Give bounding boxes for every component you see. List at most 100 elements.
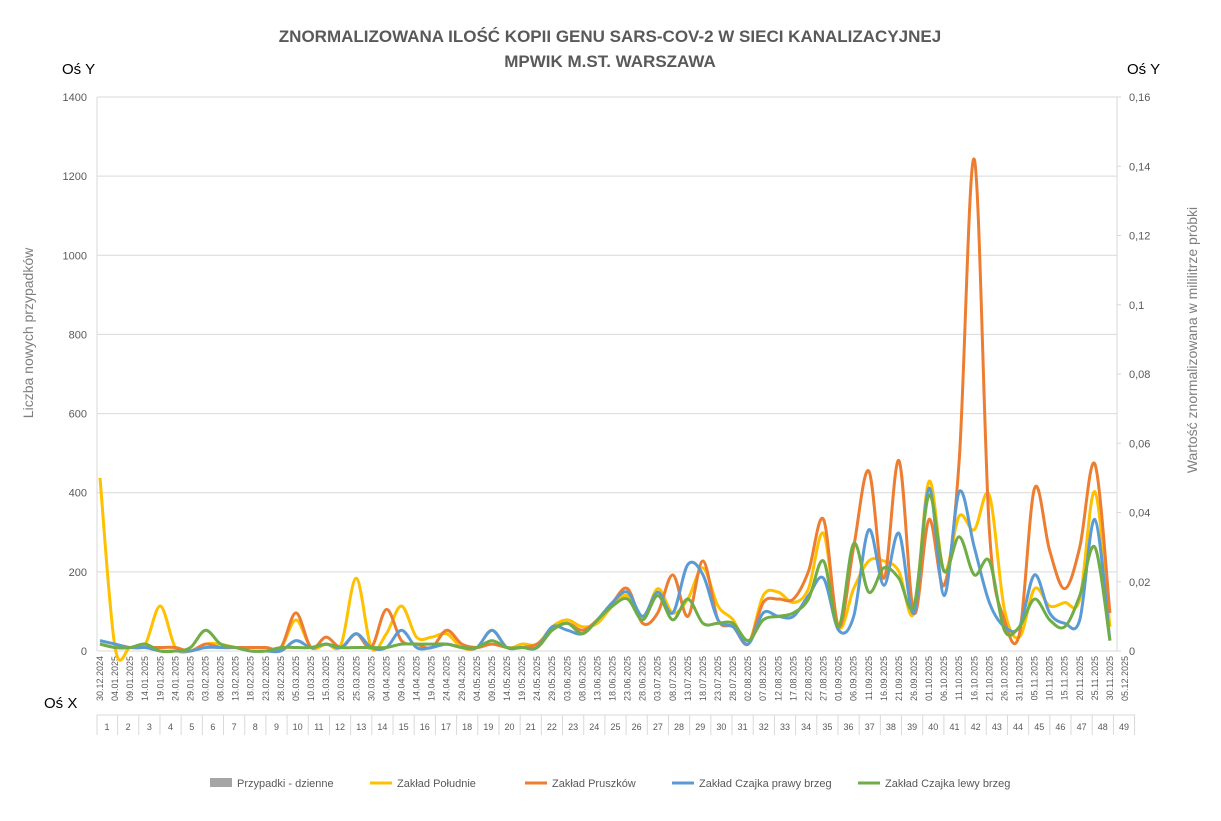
x-tick-label: 06.09.2025 <box>849 656 859 701</box>
x-tick-label: 09.05.2025 <box>487 656 497 701</box>
week-label: 37 <box>865 722 875 732</box>
x-tick-label: 03.06.2025 <box>562 656 572 701</box>
week-label: 33 <box>780 722 790 732</box>
x-tick-label: 01.10.2025 <box>924 656 934 701</box>
x-tick-label: 25.11.2025 <box>1090 656 1100 700</box>
week-label: 28 <box>674 722 684 732</box>
y2-tick-label: 0,02 <box>1129 577 1150 589</box>
x-tick-label: 05.03.2025 <box>291 656 301 701</box>
x-tick-label: 03.07.2025 <box>653 656 663 701</box>
x-tick-label: 29.04.2025 <box>457 656 467 701</box>
chart-subtitle: MPWIK M.ST. WARSZAWA <box>504 52 716 71</box>
week-label: 42 <box>971 722 981 732</box>
week-label: 5 <box>189 722 194 732</box>
x-tick-label: 26.09.2025 <box>909 656 919 701</box>
week-label: 1 <box>104 722 109 732</box>
x-tick-label: 18.06.2025 <box>608 656 618 701</box>
x-tick-label: 23.06.2025 <box>623 656 633 701</box>
x-tick-label: 06.10.2025 <box>939 656 949 701</box>
y-tick-label: 600 <box>69 409 87 421</box>
x-tick-label: 22.08.2025 <box>803 656 813 701</box>
x-tick-label: 23.02.2025 <box>261 656 271 701</box>
x-tick-label: 15.11.2025 <box>1060 656 1070 700</box>
x-tick-label: 28.07.2025 <box>728 656 738 701</box>
x-tick-label: 21.09.2025 <box>894 656 904 701</box>
x-tick-label: 04.05.2025 <box>472 656 482 701</box>
x-tick-label: 14.01.2025 <box>140 656 150 701</box>
x-tick-label: 21.10.2025 <box>984 656 994 701</box>
x-tick-label: 20.11.2025 <box>1075 656 1085 700</box>
x-tick-label: 04.01.2025 <box>110 656 120 701</box>
week-label: 2 <box>126 722 131 732</box>
x-tick-label: 16.09.2025 <box>879 656 889 701</box>
x-tick-label: 24.01.2025 <box>170 656 180 701</box>
x-tick-label: 19.05.2025 <box>517 656 527 701</box>
x-tick-label: 13.02.2025 <box>231 656 241 701</box>
y2-tick-label: 0 <box>1129 646 1135 658</box>
week-label: 45 <box>1034 722 1044 732</box>
series-line <box>99 493 1112 654</box>
y-axis-label: Liczba nowych przypadków <box>20 247 36 418</box>
week-label: 22 <box>547 722 557 732</box>
x-tick-label: 14.05.2025 <box>502 656 512 701</box>
x-tick-label: 25.03.2025 <box>351 656 361 701</box>
y2-tick-label: 0,04 <box>1129 508 1150 520</box>
week-label: 19 <box>483 722 493 732</box>
chart-title: ZNORMALIZOWANA ILOŚĆ KOPII GENU SARS-COV… <box>279 27 941 46</box>
legend-label: Zakład Czajka lewy brzeg <box>885 778 1010 790</box>
y-tick-label: 1200 <box>63 171 87 183</box>
x-tick-label: 28.02.2025 <box>276 656 286 701</box>
x-tick-label: 10.11.2025 <box>1045 656 1055 700</box>
x-axis-name: Oś X <box>44 695 77 712</box>
week-label: 14 <box>377 722 387 732</box>
y-tick-label: 400 <box>69 488 87 500</box>
week-label: 36 <box>844 722 854 732</box>
series-line <box>99 486 1112 654</box>
week-label: 13 <box>356 722 366 732</box>
y-axis-name: Oś Y <box>62 61 95 78</box>
x-tick-label: 11.09.2025 <box>864 656 874 700</box>
week-label: 20 <box>505 722 515 732</box>
x-tick-label: 09.04.2025 <box>396 656 406 701</box>
y-tick-label: 1400 <box>63 92 87 104</box>
week-label: 12 <box>335 722 345 732</box>
x-tick-label: 28.06.2025 <box>638 656 648 701</box>
x-tick-label: 16.10.2025 <box>969 656 979 701</box>
legend-label: Przypadki - dzienne <box>237 778 334 790</box>
week-label: 6 <box>210 722 215 732</box>
week-label: 32 <box>759 722 769 732</box>
y-tick-label: 1000 <box>63 250 87 262</box>
x-tick-label: 04.04.2025 <box>381 656 391 701</box>
x-tick-label: 01.09.2025 <box>834 656 844 701</box>
x-tick-label: 30.11.2025 <box>1105 656 1115 700</box>
x-tick-label: 10.03.2025 <box>306 656 316 701</box>
x-tick-label: 30.03.2025 <box>366 656 376 701</box>
x-tick-label: 09.01.2025 <box>125 656 135 701</box>
x-tick-label: 13.07.2025 <box>683 656 693 701</box>
x-tick-label: 02.08.2025 <box>743 656 753 701</box>
y2-tick-label: 0,12 <box>1129 231 1150 243</box>
y-tick-label: 800 <box>69 329 87 341</box>
x-tick-label: 18.07.2025 <box>698 656 708 701</box>
week-label: 21 <box>526 722 536 732</box>
week-label: 18 <box>462 722 472 732</box>
x-tick-label: 24.04.2025 <box>442 656 452 701</box>
x-tick-label: 27.08.2025 <box>819 656 829 701</box>
x-tick-label: 05.12.2025 <box>1120 656 1130 701</box>
x-tick-label: 17.08.2025 <box>788 656 798 701</box>
week-label: 27 <box>653 722 663 732</box>
x-tick-label: 31.10.2025 <box>1014 656 1024 701</box>
x-tick-label: 15.03.2025 <box>321 656 331 701</box>
week-label: 41 <box>949 722 959 732</box>
week-label: 4 <box>168 722 173 732</box>
y2-tick-label: 0,08 <box>1129 369 1150 381</box>
y-tick-label: 0 <box>81 646 87 658</box>
x-tick-label: 30.12.2024 <box>95 656 105 701</box>
week-label: 11 <box>314 722 323 732</box>
week-label: 38 <box>886 722 896 732</box>
week-label: 34 <box>801 722 811 732</box>
week-label: 10 <box>293 722 303 732</box>
week-label: 16 <box>420 722 430 732</box>
x-tick-label: 26.10.2025 <box>999 656 1009 701</box>
week-label: 30 <box>716 722 726 732</box>
